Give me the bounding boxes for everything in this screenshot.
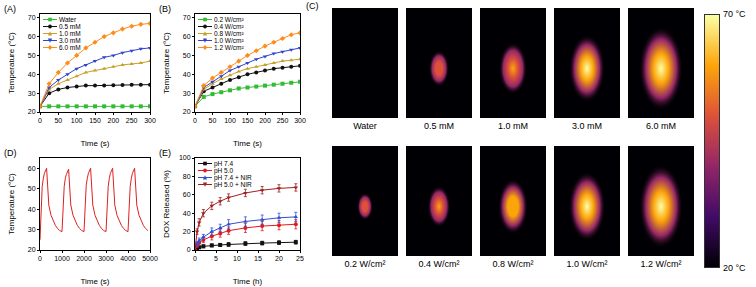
html-text:pH 5.0: pH 5.0 <box>214 167 234 174</box>
svg-text:1000: 1000 <box>54 255 70 262</box>
html-text:6.0 mM: 6.0 mM <box>59 44 81 51</box>
svg-text:15: 15 <box>254 255 262 262</box>
svg-text:250: 250 <box>126 117 138 124</box>
html-text:70 °C: 70 °C <box>723 9 746 19</box>
svg-text:300: 300 <box>294 117 306 124</box>
svg-text:20: 20 <box>28 246 36 253</box>
html-text:3.0 mM: 3.0 mM <box>59 37 81 44</box>
html-text:1.2 W/cm²: 1.2 W/cm² <box>214 44 244 51</box>
svg-text:20: 20 <box>183 108 191 115</box>
svg-text:50: 50 <box>183 52 191 59</box>
svg-text:70: 70 <box>28 14 36 21</box>
svg-text:Time (s): Time (s) <box>80 277 109 286</box>
svg-text:0: 0 <box>187 246 191 253</box>
html-text:Water: Water <box>353 121 377 131</box>
svg-text:30: 30 <box>28 90 36 97</box>
html-text:1.0 mM: 1.0 mM <box>498 121 528 131</box>
svg-text:100: 100 <box>224 117 236 124</box>
svg-text:Temperature (°C): Temperature (°C) <box>7 173 16 235</box>
svg-text:5: 5 <box>214 255 218 262</box>
svg-text:60: 60 <box>183 191 191 198</box>
svg-text:20: 20 <box>275 255 283 262</box>
svg-text:2000: 2000 <box>76 255 92 262</box>
html-text:0.4 W/cm²: 0.4 W/cm² <box>214 23 244 30</box>
svg-text:30: 30 <box>28 226 36 233</box>
svg-text:100: 100 <box>179 154 191 161</box>
html-text:1.2 W/cm²: 1.2 W/cm² <box>640 259 682 269</box>
html-text:6.0 mM: 6.0 mM <box>646 121 676 131</box>
svg-text:50: 50 <box>54 117 62 124</box>
html-text:0.2 W/cm²: 0.2 W/cm² <box>214 16 244 23</box>
svg-text:60: 60 <box>28 33 36 40</box>
svg-text:(B): (B) <box>159 4 171 14</box>
svg-text:(E): (E) <box>159 148 171 158</box>
html-text:0.2 W/cm²: 0.2 W/cm² <box>344 259 386 269</box>
svg-text:3000: 3000 <box>98 255 114 262</box>
svg-text:10: 10 <box>233 255 241 262</box>
svg-text:Time (s): Time (s) <box>233 139 262 148</box>
html-text:3.0 mM: 3.0 mM <box>572 121 602 131</box>
html-text:pH 7.4 + NIR: pH 7.4 + NIR <box>214 174 252 181</box>
svg-text:DOX Released (%): DOX Released (%) <box>162 170 171 238</box>
svg-text:0: 0 <box>193 117 197 124</box>
svg-text:Temperature (°C): Temperature (°C) <box>162 32 171 94</box>
html-text:1.0 W/cm²: 1.0 W/cm² <box>566 259 608 269</box>
svg-text:Time (s): Time (s) <box>80 139 109 148</box>
html-text:(C): (C) <box>306 1 319 11</box>
svg-text:4000: 4000 <box>120 255 136 262</box>
svg-text:150: 150 <box>89 117 101 124</box>
svg-text:60: 60 <box>183 33 191 40</box>
html-text:0.5 mM: 0.5 mM <box>424 121 454 131</box>
html-text:0.8 W/cm²: 0.8 W/cm² <box>214 30 244 37</box>
svg-text:30: 30 <box>183 90 191 97</box>
svg-text:200: 200 <box>107 117 119 124</box>
svg-text:20: 20 <box>28 108 36 115</box>
svg-text:40: 40 <box>28 206 36 213</box>
html-text:20 °C: 20 °C <box>723 263 746 273</box>
svg-text:100: 100 <box>71 117 83 124</box>
svg-text:0: 0 <box>38 117 42 124</box>
svg-text:20: 20 <box>183 228 191 235</box>
svg-text:25: 25 <box>296 255 304 262</box>
svg-text:300: 300 <box>144 117 156 124</box>
html-text:Water: Water <box>59 16 77 23</box>
svg-text:50: 50 <box>209 117 217 124</box>
svg-text:250: 250 <box>277 117 289 124</box>
html-text:1.0 W/cm²: 1.0 W/cm² <box>214 37 244 44</box>
svg-text:0: 0 <box>38 255 42 262</box>
svg-text:150: 150 <box>242 117 254 124</box>
svg-text:Time (h): Time (h) <box>233 277 263 286</box>
svg-text:40: 40 <box>183 71 191 78</box>
svg-text:40: 40 <box>183 210 191 217</box>
html-text:pH 7.4: pH 7.4 <box>214 160 234 167</box>
svg-text:50: 50 <box>28 185 36 192</box>
svg-text:80: 80 <box>183 173 191 180</box>
html-text:pH 5.0 + NIR: pH 5.0 + NIR <box>214 181 252 188</box>
svg-text:5000: 5000 <box>142 255 158 262</box>
svg-text:Temperature (°C): Temperature (°C) <box>7 32 16 94</box>
svg-text:(A): (A) <box>4 4 16 14</box>
svg-text:200: 200 <box>259 117 271 124</box>
html-text:0.8 W/cm²: 0.8 W/cm² <box>492 259 534 269</box>
svg-text:0: 0 <box>193 255 197 262</box>
svg-text:60: 60 <box>28 165 36 172</box>
html-text:0.5 mM: 0.5 mM <box>59 23 81 30</box>
svg-text:50: 50 <box>28 52 36 59</box>
svg-text:(D): (D) <box>4 148 17 158</box>
svg-text:70: 70 <box>183 14 191 21</box>
svg-text:40: 40 <box>28 71 36 78</box>
html-text:1.0 mM: 1.0 mM <box>59 30 81 37</box>
html-text:0.4 W/cm²: 0.4 W/cm² <box>418 259 460 269</box>
